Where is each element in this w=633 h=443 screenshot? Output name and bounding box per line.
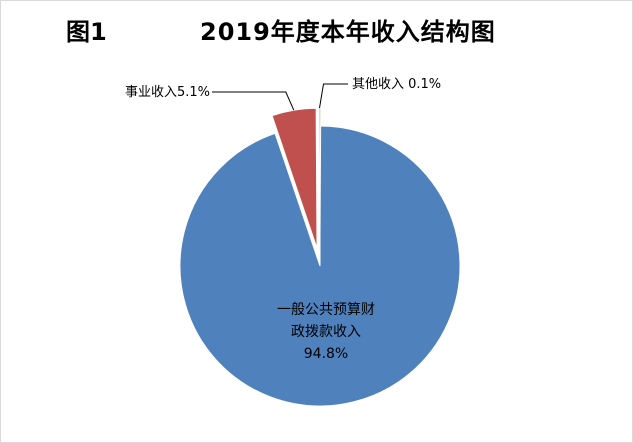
pie-slice-1	[271, 107, 318, 249]
slice-label-main-line-1: 政拨款收入	[291, 324, 361, 340]
slice-label-main-line-0: 一般公共预算财	[277, 302, 375, 318]
slice-label-1: 事业收入5.1%	[125, 85, 210, 100]
pie-slice-2	[318, 107, 322, 249]
slice-label-main-line-2: 94.8%	[304, 346, 348, 362]
slice-label-2: 其他收入 0.1%	[352, 77, 441, 92]
leader-line-2	[319, 83, 348, 109]
chart-title: 2019年度本年收入结构图	[200, 18, 496, 46]
pie-slice-0	[179, 125, 461, 407]
leader-line-1	[212, 91, 295, 111]
figure-label: 图1	[66, 18, 107, 46]
